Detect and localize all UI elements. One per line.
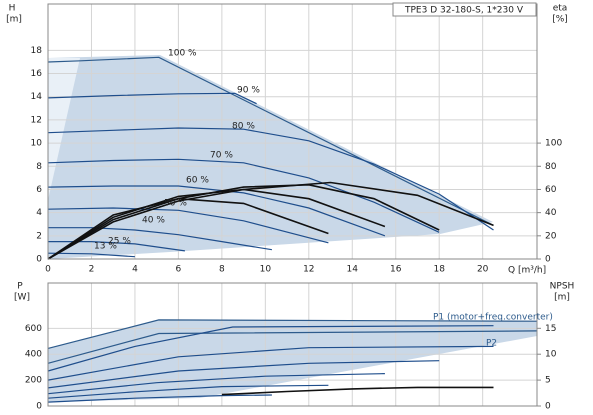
curve-label: 25 % — [108, 237, 131, 247]
title-box — [392, 2, 537, 17]
curve — [47, 330, 538, 364]
y-tick-label: 10 — [31, 139, 43, 149]
curves — [47, 56, 538, 403]
y-tick-label: 200 — [25, 376, 42, 386]
x-tick-label: 16 — [390, 265, 402, 275]
y-tick-label: 8 — [36, 162, 42, 172]
y2-tick-label: 60 — [545, 185, 557, 195]
y2-tick-label: 80 — [545, 162, 557, 172]
efficiency-curve — [221, 386, 494, 396]
operating-range-light — [48, 58, 80, 200]
y2-tick-label: 20 — [545, 231, 557, 241]
efficiency-curve — [47, 183, 440, 260]
curve — [47, 319, 538, 349]
y-axis-label: H — [9, 4, 16, 14]
efficiency-curve — [47, 188, 386, 260]
curve — [47, 373, 385, 395]
y-tick-label: 400 — [25, 350, 42, 360]
y2-tick-label: 0 — [545, 402, 551, 412]
x-tick-label: 2 — [89, 265, 95, 275]
npsh-axis-unit: [m] — [554, 293, 570, 303]
curve — [47, 92, 257, 105]
x-tick-label: 4 — [132, 265, 138, 275]
x-tick-label: 20 — [477, 265, 489, 275]
curve — [47, 127, 494, 231]
y-tick-label: 16 — [31, 69, 43, 79]
curve-label: 13 % — [94, 242, 117, 252]
curve-label: P2 — [486, 339, 497, 349]
curve — [47, 345, 494, 381]
efficiency-curve — [47, 197, 329, 260]
curve-label: 60 % — [186, 176, 209, 186]
x-tick-label: 18 — [433, 265, 445, 275]
y2-axis-unit: [%] — [552, 15, 568, 25]
curve — [47, 325, 494, 372]
x-tick-label: 0 — [45, 265, 51, 275]
curve-label: P1 (motor+freq.converter) — [433, 313, 553, 323]
y2-tick-label: 10 — [545, 350, 557, 360]
x-axis-label: Q [m³/h] — [508, 266, 546, 276]
curve-label: 70 % — [210, 151, 233, 161]
curve — [47, 207, 329, 244]
x-tick-label: 10 — [260, 265, 272, 275]
curve — [47, 252, 135, 258]
y2-tick-label: 5 — [545, 376, 551, 386]
curve — [47, 158, 440, 233]
bottom-frame — [47, 282, 538, 407]
curve — [48, 227, 272, 251]
curve-label: 90 % — [237, 86, 260, 96]
curve — [48, 241, 185, 252]
y-tick-label: 4 — [36, 208, 42, 218]
y2-tick-label: 40 — [545, 208, 557, 218]
y-tick-label: 600 — [25, 324, 42, 334]
curve — [47, 56, 494, 226]
y2-tick-label: 15 — [545, 324, 556, 334]
y-tick-label: 14 — [31, 92, 43, 102]
y-tick-label: 0 — [36, 402, 42, 412]
p-axis-label: P — [17, 282, 23, 292]
operating-range — [48, 55, 493, 259]
y2-tick-label: 0 — [545, 255, 551, 265]
curve — [47, 185, 386, 237]
y2-tick-label: 100 — [545, 139, 562, 149]
curve — [47, 360, 440, 389]
y2-axis-label: eta — [553, 4, 568, 14]
curve-label: 50 % — [164, 199, 187, 209]
curve — [47, 384, 329, 399]
x-tick-label: 6 — [176, 265, 182, 275]
curve-label: 80 % — [232, 122, 255, 132]
grid — [47, 4, 537, 407]
chart-title: TPE3 D 32-180-S, 1*230 V — [404, 6, 524, 16]
y-tick-label: 12 — [31, 115, 42, 125]
y-tick-label: 2 — [36, 231, 42, 241]
curve — [47, 394, 272, 403]
x-tick-label: 8 — [219, 265, 225, 275]
x-tick-label: 12 — [303, 265, 314, 275]
y-tick-label: 18 — [31, 46, 43, 56]
p-axis-unit: [W] — [14, 293, 30, 303]
y-tick-label: 6 — [36, 185, 42, 195]
curve-label: 100 % — [168, 49, 197, 59]
y-axis-unit: [m] — [6, 15, 22, 25]
npsh-axis-label: NPSH — [550, 282, 575, 292]
curve-label: 40 % — [142, 216, 165, 226]
y-tick-label: 0 — [36, 255, 42, 265]
top-frame — [47, 3, 538, 260]
x-tick-label: 14 — [347, 265, 359, 275]
